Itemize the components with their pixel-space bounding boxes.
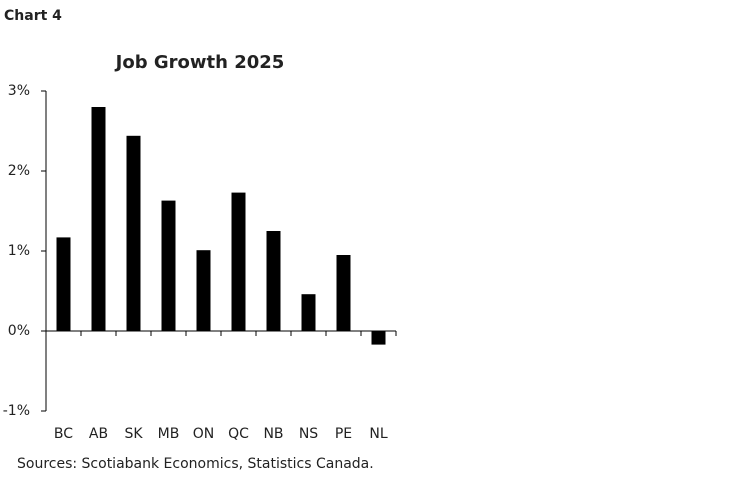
x-tick-label: BC bbox=[54, 426, 73, 442]
y-tick-label: 1% bbox=[8, 243, 30, 259]
x-tick-label: ON bbox=[193, 426, 215, 442]
x-tick-label: PE bbox=[335, 426, 352, 442]
bar bbox=[371, 331, 386, 345]
bar bbox=[56, 237, 71, 331]
source-note: Sources: Scotiabank Economics, Statistic… bbox=[17, 456, 374, 472]
bar bbox=[231, 192, 246, 331]
x-tick-label: MB bbox=[158, 426, 180, 442]
y-tick-label: 0% bbox=[8, 323, 30, 339]
bar bbox=[301, 294, 316, 331]
x-tick-label: NB bbox=[263, 426, 283, 442]
x-tick-label: NS bbox=[299, 426, 318, 442]
x-tick-label: NL bbox=[369, 426, 387, 442]
x-tick-label: SK bbox=[124, 426, 143, 442]
y-tick-label: 2% bbox=[8, 163, 30, 179]
y-tick-label: 3% bbox=[8, 83, 30, 99]
bar bbox=[196, 250, 211, 331]
bar bbox=[126, 135, 141, 331]
chart-title: Job Growth 2025 bbox=[114, 52, 285, 73]
bar bbox=[91, 107, 106, 331]
chart-header: Chart 4 bbox=[4, 8, 62, 24]
x-tick-label: AB bbox=[89, 426, 108, 442]
y-tick-label: -1% bbox=[3, 403, 30, 419]
x-tick-label: QC bbox=[228, 426, 249, 442]
bar bbox=[161, 200, 176, 331]
bar bbox=[336, 255, 351, 331]
bar bbox=[266, 231, 281, 331]
